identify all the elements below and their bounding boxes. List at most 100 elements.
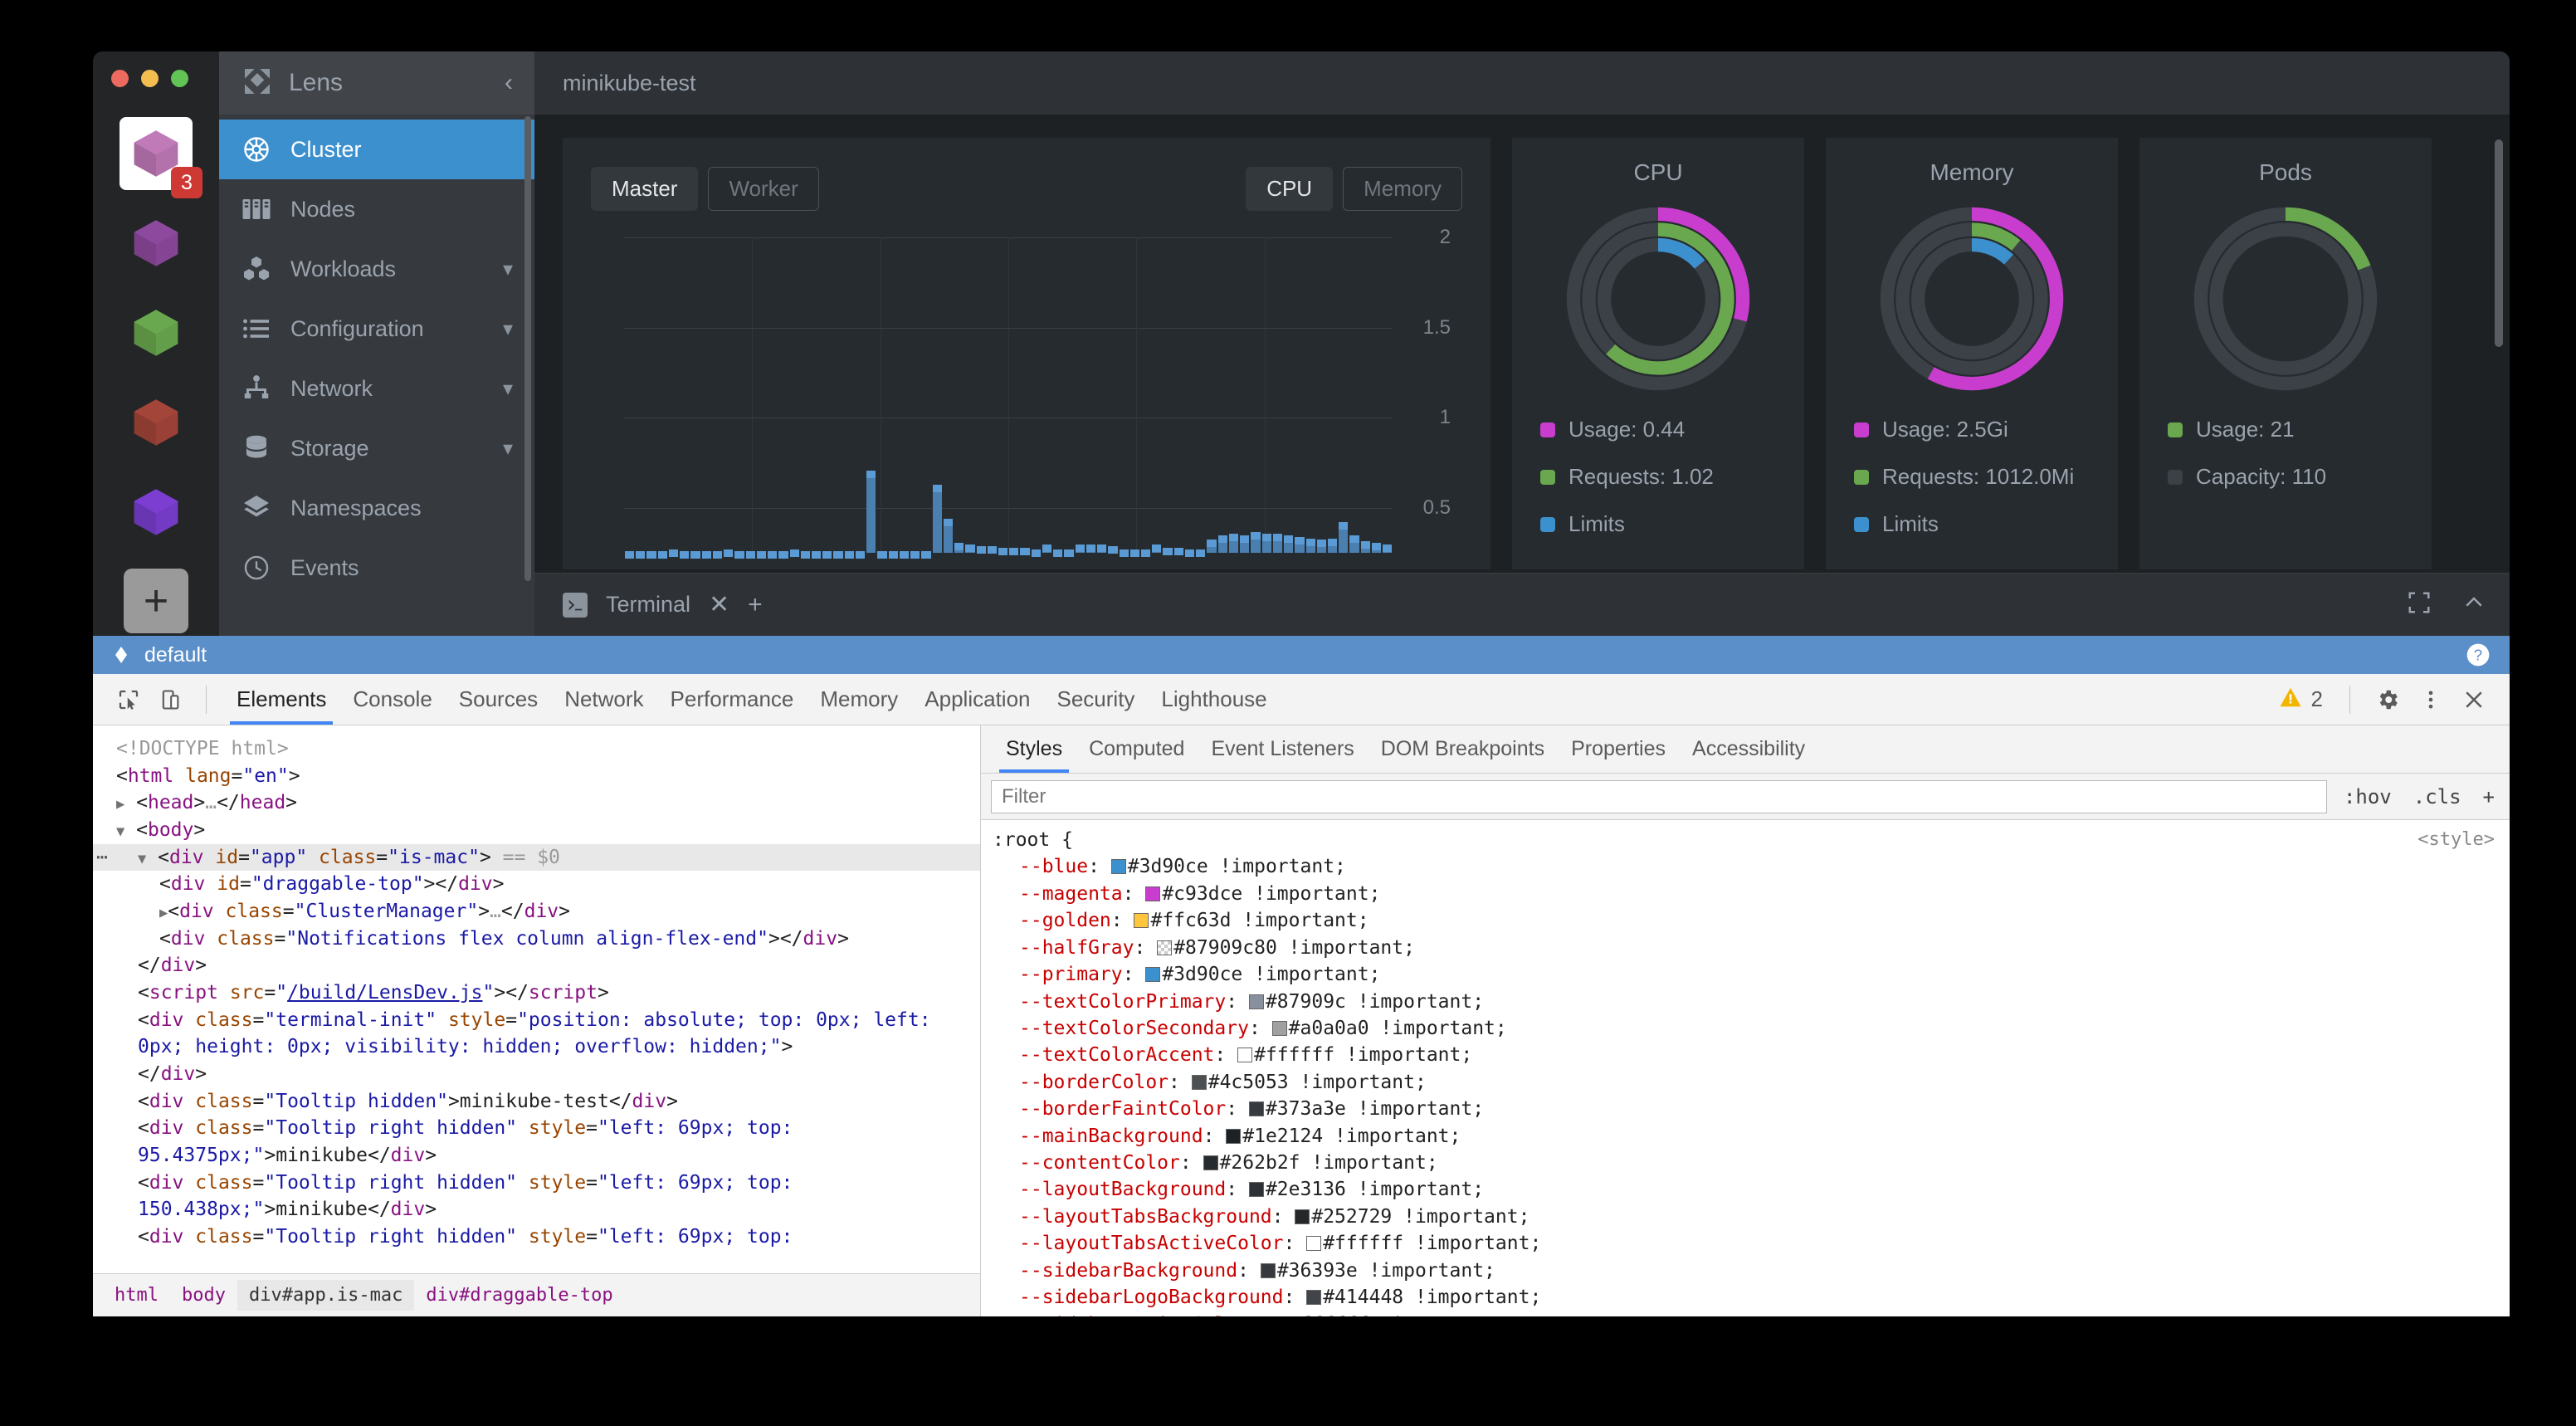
cluster-icon-2[interactable]	[120, 207, 193, 280]
dom-node-line[interactable]: <div class="Tooltip hidden">minikube-tes…	[138, 1090, 678, 1112]
styles-tab-event-listeners[interactable]: Event Listeners	[1211, 737, 1354, 760]
color-swatch[interactable]	[1248, 1182, 1264, 1198]
styles-tab-styles[interactable]: Styles	[993, 726, 1076, 773]
dashboard-scrollbar[interactable]	[2495, 139, 2503, 347]
css-declaration[interactable]: --sidebarLogoBackground: #414448 !import…	[981, 1284, 2510, 1311]
css-declaration[interactable]: --textColorAccent: #ffffff !important;	[981, 1042, 2510, 1068]
add-terminal-button[interactable]: +	[748, 590, 763, 618]
terminal-tab-label[interactable]: Terminal	[606, 592, 691, 617]
css-declaration[interactable]: --contentColor: #262b2f !important;	[981, 1150, 2510, 1176]
css-declaration[interactable]: --mainBackground: #1e2124 !important;	[981, 1123, 2510, 1150]
chevron-down-icon[interactable]: ▾	[502, 437, 513, 460]
styles-tab-computed[interactable]: Computed	[1089, 737, 1185, 760]
color-swatch[interactable]	[1295, 1209, 1310, 1224]
css-declaration[interactable]: --layoutBackground: #2e3136 !important;	[981, 1176, 2510, 1203]
node-role-master-button[interactable]: Master	[591, 166, 699, 211]
close-window-button[interactable]	[111, 70, 129, 87]
warning-triangle-icon[interactable]	[2278, 685, 2303, 714]
breadcrumb-item[interactable]: div#app.is-mac	[237, 1280, 415, 1311]
color-swatch[interactable]	[1191, 1074, 1207, 1090]
dom-node-line[interactable]: <!DOCTYPE html>	[116, 738, 289, 759]
metric-cpu-button[interactable]: CPU	[1246, 166, 1334, 211]
sidebar-item-network[interactable]: Network ▾	[219, 359, 534, 418]
color-swatch[interactable]	[1271, 1020, 1287, 1036]
sidebar-item-workloads[interactable]: Workloads ▾	[219, 239, 534, 299]
help-icon[interactable]: ?	[2465, 642, 2491, 668]
dom-node-line[interactable]: <div class="Tooltip right hidden" style=…	[138, 1225, 793, 1248]
sidebar-item-configuration[interactable]: Configuration ▾	[219, 299, 534, 359]
tab-security[interactable]: Security	[1056, 686, 1135, 711]
cluster-icon-3[interactable]	[120, 296, 193, 369]
chevron-left-icon[interactable]: ‹	[505, 69, 513, 96]
dom-node-line[interactable]: ▶<div class="ClusterManager">…</div>	[159, 900, 571, 922]
tab-network[interactable]: Network	[564, 686, 644, 711]
chevron-down-icon[interactable]: ▾	[502, 377, 513, 400]
breadcrumb-item[interactable]: html	[115, 1285, 159, 1306]
maximize-window-button[interactable]	[171, 70, 188, 87]
css-declaration[interactable]: --textColorSecondary: #a0a0a0 !important…	[981, 1015, 2510, 1042]
color-swatch[interactable]	[1203, 1155, 1218, 1171]
css-declaration[interactable]: --sidebarBackground: #36393e !important;	[981, 1258, 2510, 1284]
chevron-down-icon[interactable]: ▾	[502, 257, 513, 281]
color-swatch[interactable]	[1110, 859, 1126, 875]
close-icon[interactable]: ✕	[709, 591, 730, 618]
chevron-down-icon[interactable]: ▾	[502, 317, 513, 340]
search-input[interactable]	[991, 779, 2327, 813]
dom-node-line[interactable]: <div class="Tooltip right hidden" style=…	[138, 1171, 805, 1221]
close-icon[interactable]	[2455, 681, 2493, 719]
color-swatch[interactable]	[1306, 1236, 1322, 1252]
css-declaration[interactable]: --layoutTabsActiveColor: #ffffff !import…	[981, 1230, 2510, 1257]
css-declaration[interactable]: --borderColor: #4c5053 !important;	[981, 1069, 2510, 1096]
tab-application[interactable]: Application	[925, 686, 1031, 711]
css-declaration[interactable]: --magenta: #c93dce !important;	[981, 881, 2510, 907]
dom-node-line[interactable]: ▶ <head>…</head>	[116, 792, 298, 814]
css-declaration[interactable]: --borderFaintColor: #373a3e !important;	[981, 1096, 2510, 1122]
dom-node-line[interactable]: <script src="/build/LensDev.js"></script…	[138, 981, 609, 1004]
dom-node-line[interactable]: </div>	[138, 955, 207, 977]
breadcrumb-item[interactable]: div#draggable-top	[426, 1285, 613, 1306]
color-swatch[interactable]	[1306, 1290, 1322, 1306]
sidebar-item-events[interactable]: Events	[219, 538, 534, 598]
dom-node-line[interactable]: ▼ <body>	[116, 818, 206, 841]
sidebar-item-nodes[interactable]: Nodes	[219, 179, 534, 239]
cls-toggle-button[interactable]: .cls	[2413, 784, 2461, 808]
styles-tab-properties[interactable]: Properties	[1571, 737, 1666, 760]
device-toolbar-icon[interactable]	[151, 681, 189, 719]
dom-node-line[interactable]: <html lang="en">	[116, 764, 300, 787]
css-declaration[interactable]: --blue: #3d90ce !important;	[981, 853, 2510, 880]
tab-lighthouse[interactable]: Lighthouse	[1161, 686, 1267, 711]
dom-node-line[interactable]: ▼ <div id="app" class="is-mac"> == $0	[93, 843, 980, 872]
tab-sources[interactable]: Sources	[458, 686, 539, 711]
cluster-icon-5[interactable]	[120, 476, 193, 549]
styles-tab-accessibility[interactable]: Accessibility	[1692, 737, 1806, 760]
css-declaration[interactable]: --textColorPrimary: #87909c !important;	[981, 989, 2510, 1015]
css-source-link[interactable]: <style>	[2417, 829, 2495, 850]
dom-tree[interactable]: <!DOCTYPE html> <html lang="en"> ▶ <head>……	[93, 725, 980, 1273]
add-cluster-button[interactable]: +	[124, 569, 188, 633]
color-swatch[interactable]	[1237, 1048, 1253, 1063]
dom-node-line[interactable]: </div>	[138, 1062, 207, 1085]
styles-tab-dom-breakpoints[interactable]: DOM Breakpoints	[1380, 737, 1545, 760]
css-declaration[interactable]: --golden: #ffc63d !important;	[981, 907, 2510, 934]
hov-toggle-button[interactable]: :hov	[2343, 784, 2392, 808]
color-swatch[interactable]	[1260, 1262, 1276, 1278]
cluster-icon-1[interactable]: 3	[120, 117, 202, 198]
sidebar-item-cluster[interactable]: Cluster	[219, 120, 534, 179]
tab-performance[interactable]: Performance	[670, 686, 794, 711]
color-swatch[interactable]	[1226, 1128, 1242, 1144]
gear-icon[interactable]	[2369, 681, 2407, 719]
minimize-window-button[interactable]	[141, 70, 159, 87]
tab-memory[interactable]: Memory	[820, 686, 899, 711]
color-swatch[interactable]	[1134, 913, 1149, 929]
breadcrumb-item[interactable]: body	[181, 1285, 226, 1306]
add-rule-button[interactable]: +	[2482, 784, 2495, 808]
tab-console[interactable]: Console	[353, 686, 432, 711]
dom-node-line[interactable]: <div class="terminal-init" style="positi…	[138, 1008, 943, 1058]
cluster-icon-4[interactable]	[120, 386, 193, 459]
chevron-up-icon[interactable]	[2461, 590, 2486, 619]
color-swatch[interactable]	[1145, 967, 1161, 983]
metric-memory-button[interactable]: Memory	[1343, 166, 1462, 211]
color-swatch[interactable]	[1248, 994, 1264, 1009]
dom-node-line[interactable]: <div id="draggable-top"></div>	[159, 873, 505, 896]
fullscreen-icon[interactable]	[2407, 590, 2432, 619]
